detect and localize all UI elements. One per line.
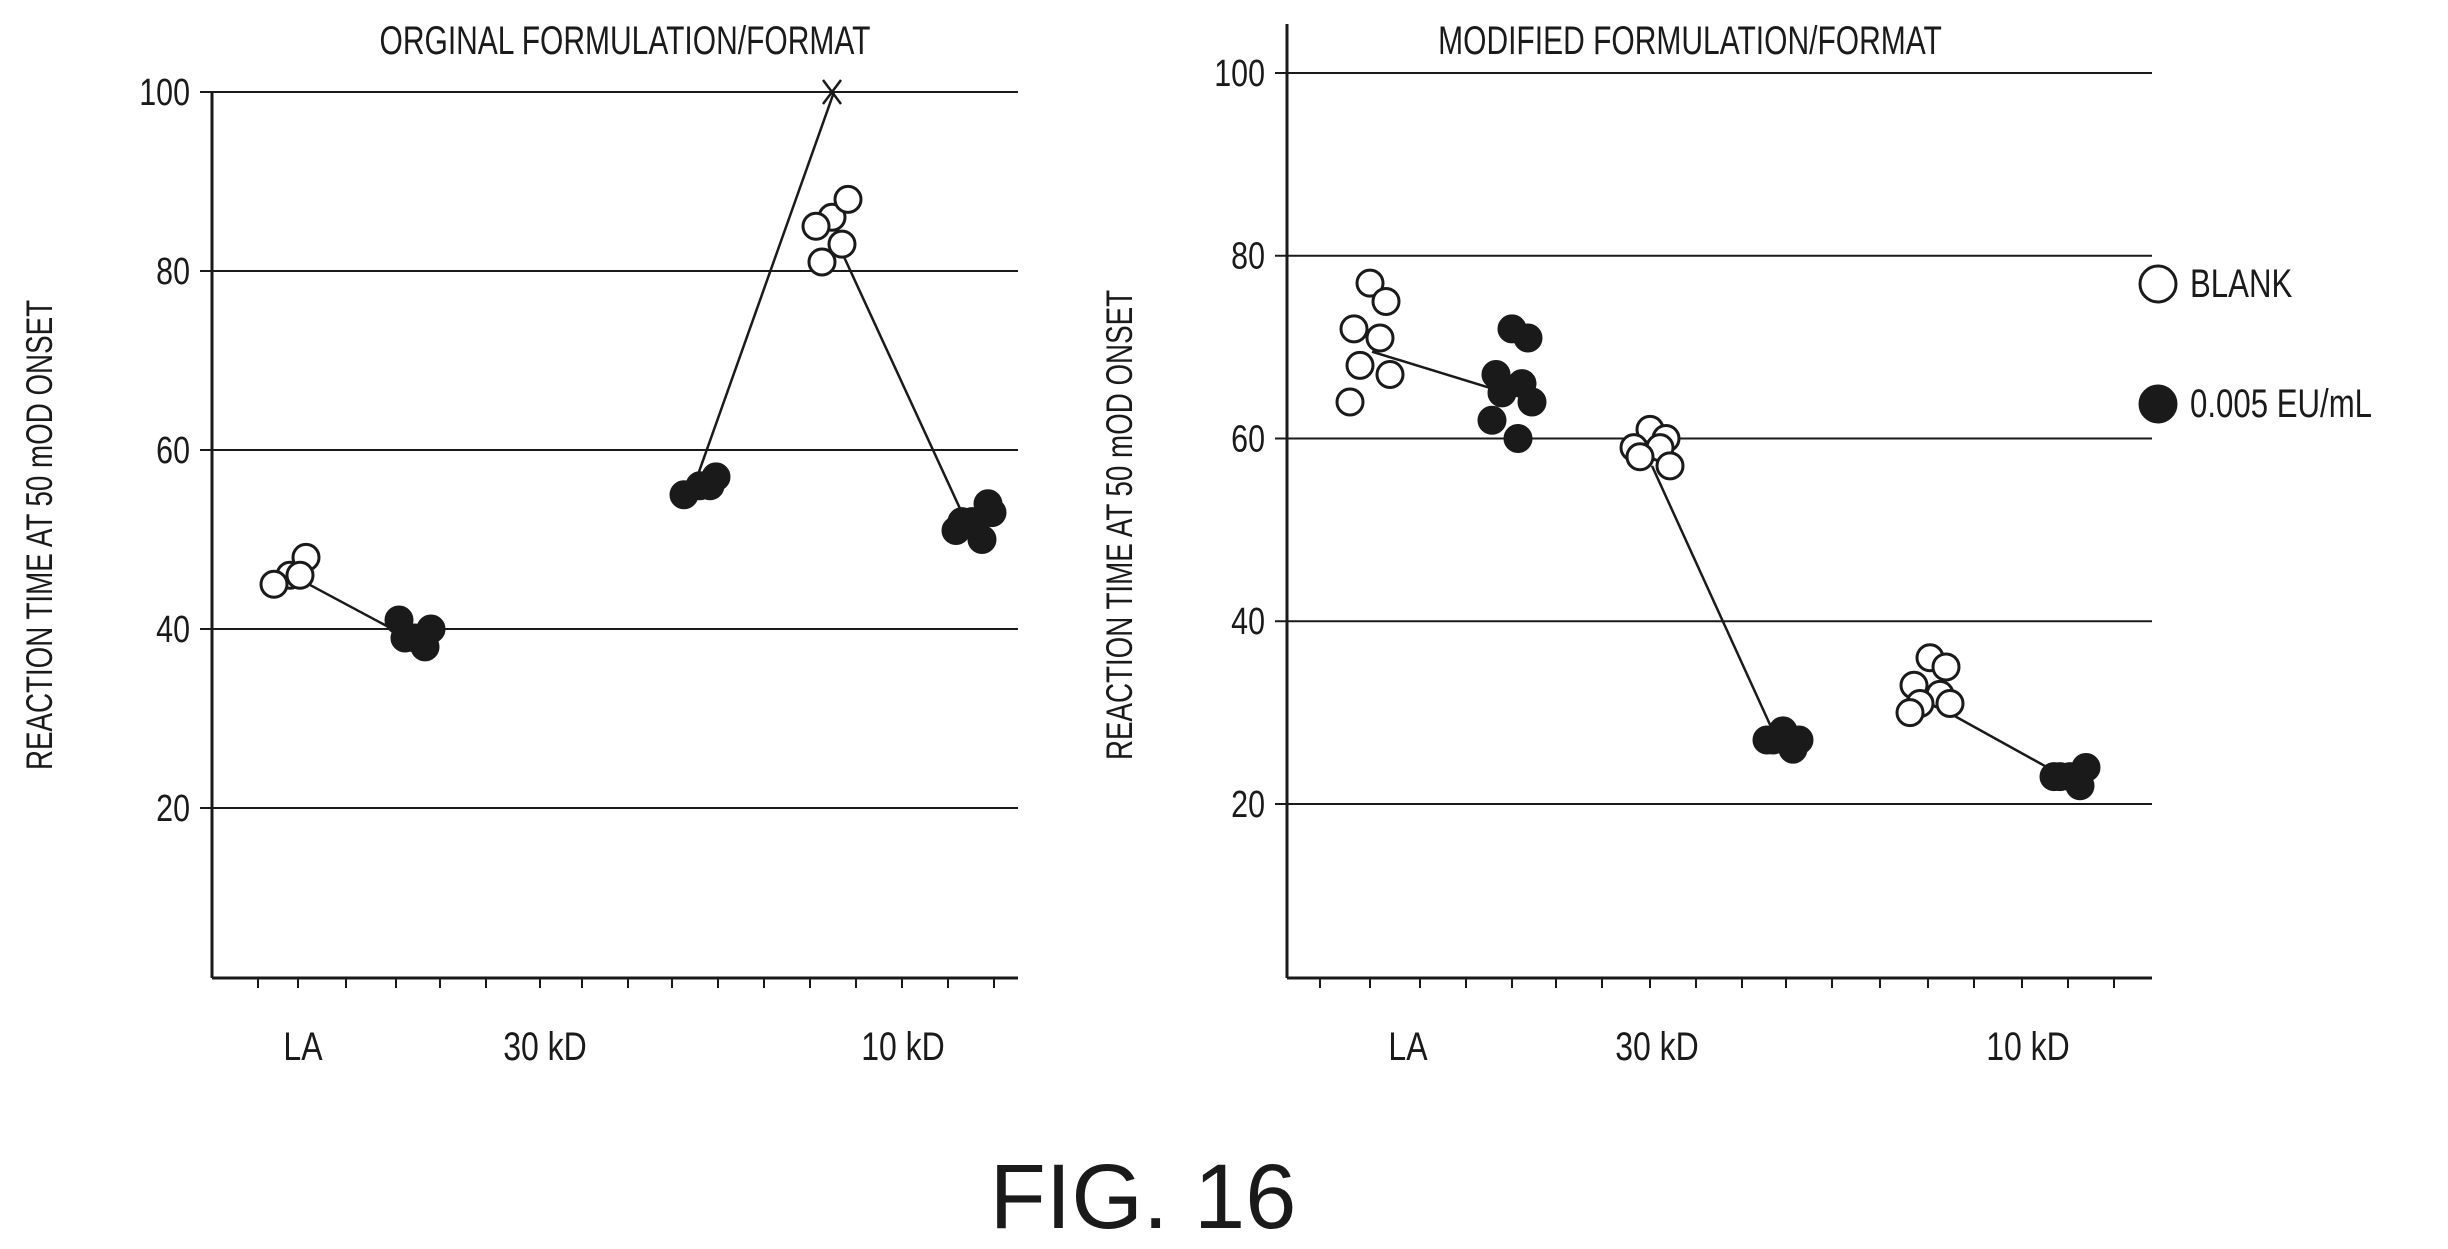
y-tick-label-60: 60	[156, 430, 190, 472]
connector-line	[692, 91, 836, 487]
blank-point	[1355, 268, 1385, 298]
chart-modified: MODIFIED FORMULATION/FORMAT REACTION TIM…	[1098, 19, 2152, 1069]
blank-point	[1655, 451, 1685, 481]
positive-point	[1513, 323, 1543, 353]
grid-layer: 20 40 60 80 100	[139, 72, 1018, 830]
point-layer	[1335, 268, 2101, 801]
category-label: 10 kD	[861, 1024, 945, 1069]
connector-line	[832, 234, 968, 523]
blank-point	[1365, 323, 1395, 353]
legend-blank-label: BLANK	[2190, 261, 2292, 306]
blank-point	[1935, 688, 1965, 718]
blank-point	[1895, 698, 1925, 728]
axes-layer	[210, 92, 1018, 988]
chart-title: ORGINAL FORMULATION/FORMAT	[380, 19, 871, 63]
blank-point	[833, 184, 863, 214]
y-axis-label: REACTION TIME AT 50 mOD ONSET	[18, 300, 60, 770]
positive-point	[1487, 378, 1517, 408]
y-tick-label-80: 80	[1231, 236, 1265, 278]
blank-point	[1625, 442, 1655, 472]
legend-positive-marker	[2138, 384, 2178, 424]
blank-point	[827, 229, 857, 259]
blank-point	[1335, 387, 1365, 417]
chart-original: ORGINAL FORMULATION/FORMAT REACTION TIME…	[18, 19, 1018, 1069]
positive-point	[1517, 387, 1547, 417]
positive-point	[390, 623, 420, 653]
connector-line	[1650, 465, 1779, 741]
category-label: 30 kD	[1615, 1024, 1699, 1069]
positive-point	[695, 471, 725, 501]
figure-label: FIG. 16	[990, 1146, 1297, 1248]
blank-point	[259, 569, 289, 599]
legend-blank-marker	[2138, 264, 2178, 304]
y-tick-label-100: 100	[139, 72, 190, 114]
y-tick-label-80: 80	[156, 251, 190, 293]
connector-layer	[291, 91, 968, 640]
category-label: LA	[1388, 1024, 1428, 1069]
y-tick-label-100: 100	[1214, 53, 1265, 95]
blank-point	[807, 247, 837, 277]
y-tick-label-40: 40	[1231, 601, 1265, 643]
blank-point	[1931, 652, 1961, 682]
positive-point	[1477, 405, 1507, 435]
positive-point	[977, 498, 1007, 528]
positive-point	[947, 507, 977, 537]
y-axis-label: REACTION TIME AT 50 mOD ONSET	[1098, 290, 1140, 760]
x-marker	[822, 79, 842, 105]
axes-layer	[1285, 24, 2152, 988]
category-labels: LA 30 kD 10 kD	[1388, 1024, 2069, 1069]
blank-point	[1371, 286, 1401, 316]
positive-point	[1503, 424, 1533, 453]
positive-point	[1758, 725, 1788, 755]
y-tick-label-20: 20	[1231, 784, 1265, 826]
positive-point	[967, 525, 997, 554]
blank-point	[1339, 314, 1369, 344]
blank-point	[1375, 360, 1405, 390]
positive-point	[669, 480, 699, 510]
legend-positive-label: 0.005 EU/mL	[2190, 381, 2372, 426]
positive-point	[2045, 762, 2075, 792]
category-label: LA	[283, 1024, 323, 1069]
y-tick-label-60: 60	[1231, 418, 1265, 460]
category-labels: LA 30 kD 10 kD	[283, 1024, 944, 1069]
y-tick-label-40: 40	[156, 609, 190, 651]
y-tick-label-20: 20	[156, 788, 190, 830]
blank-point	[1345, 350, 1375, 380]
chart-title: MODIFIED FORMULATION/FORMAT	[1438, 19, 1942, 63]
legend: BLANK 0.005 EU/mL	[2138, 261, 2372, 426]
blank-point	[285, 560, 315, 590]
blank-point	[801, 211, 831, 241]
grid-layer: 20 40 60 80 100	[1214, 53, 2152, 826]
category-label: 10 kD	[1986, 1024, 2070, 1069]
point-layer	[259, 79, 1007, 662]
category-label: 30 kD	[503, 1024, 587, 1069]
connector-line	[1371, 350, 1507, 395]
